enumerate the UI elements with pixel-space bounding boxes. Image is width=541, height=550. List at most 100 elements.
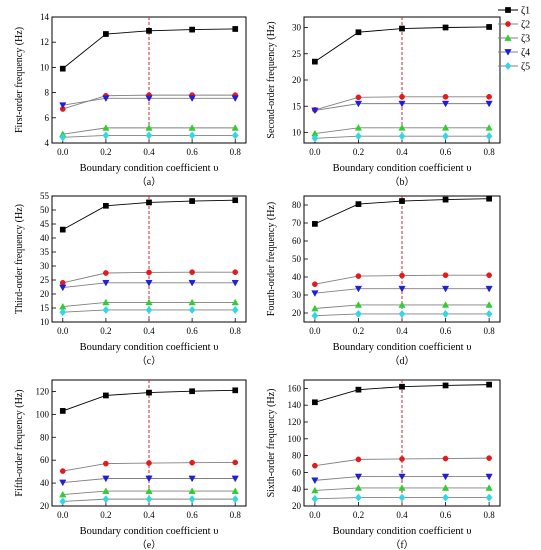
legend-label: ζ1	[521, 6, 530, 17]
x-tick-label: 0.8	[483, 326, 495, 336]
data-point	[486, 455, 492, 461]
data-point	[441, 285, 450, 293]
data-point	[103, 31, 109, 37]
data-point	[311, 107, 319, 115]
data-point	[145, 124, 153, 131]
data-point	[311, 486, 319, 494]
y-axis-label: Fourth-order frequency (Hz)	[266, 202, 277, 316]
data-point	[231, 95, 239, 102]
series-4	[59, 279, 239, 292]
series-5	[311, 493, 493, 503]
legend-marker	[505, 21, 511, 27]
data-point	[485, 285, 493, 293]
data-point	[442, 196, 449, 203]
data-point	[232, 269, 239, 276]
data-point	[146, 199, 152, 206]
data-point	[231, 124, 239, 131]
y-tick-label: 40	[40, 233, 50, 243]
data-point	[231, 298, 239, 306]
data-point	[398, 285, 406, 293]
y-tick-label: 20	[292, 501, 302, 511]
legend-label: ζ4	[521, 48, 530, 59]
legend-marker	[504, 34, 512, 41]
data-point	[189, 459, 195, 466]
series-2	[312, 272, 492, 288]
data-point	[398, 309, 406, 318]
chart-panel-f: 20 40 60 80 100 120 140 160 0.0 0.2 0.4 0.6 0.8 Bound…	[266, 379, 501, 550]
data-point	[355, 94, 362, 101]
y-tick-label: 120	[36, 386, 50, 396]
data-point	[311, 134, 319, 143]
data-point	[188, 475, 196, 483]
y-tick-label: 120	[288, 417, 302, 427]
data-point	[486, 195, 492, 202]
legend-marker	[504, 49, 512, 56]
x-tick-label: 0.4	[143, 147, 155, 157]
series-1	[312, 195, 492, 227]
data-point	[441, 484, 450, 491]
x-axis-label: Boundary condition coefficient υ	[333, 163, 472, 174]
data-point	[102, 124, 110, 131]
data-point	[145, 95, 153, 102]
series-4	[311, 473, 493, 485]
data-point	[311, 290, 319, 297]
x-tick-label: 0.8	[483, 510, 495, 520]
chart-panel-c: 10 15 20 25 30 35 40 45 50 55 0.0 0.2 0.4 0.6 0.8 Bound…	[14, 191, 247, 367]
data-point	[103, 202, 109, 209]
data-point	[354, 124, 363, 131]
y-tick-label: 20	[292, 308, 302, 318]
x-tick-label: 0.4	[143, 510, 155, 520]
data-point	[354, 484, 363, 491]
x-tick-label: 0.6	[440, 326, 452, 336]
data-point	[145, 131, 153, 140]
data-point	[59, 65, 66, 72]
data-point	[441, 100, 450, 108]
y-axis-label: Second-order frequency (Hz)	[266, 21, 277, 138]
data-point	[145, 487, 153, 494]
data-point	[102, 495, 110, 504]
series-2	[59, 459, 239, 474]
x-axis-label: Boundary condition coefficient υ	[333, 342, 472, 353]
y-tick-label: 60	[40, 455, 50, 465]
y-tick-label: 40	[292, 272, 302, 282]
panel-caption: （f）	[390, 539, 413, 550]
data-point	[311, 304, 319, 312]
data-point	[486, 381, 492, 388]
data-point	[355, 132, 362, 141]
series-4	[311, 100, 493, 115]
y-tick-label: 50	[292, 254, 302, 264]
series-2	[59, 269, 239, 286]
chart-panel-b: 10 15 20 25 30 0.0 0.2 0.4 0.6 0.8 Boundary condit…	[266, 16, 501, 188]
x-axis-label: Boundary condition coefficient υ	[80, 526, 219, 537]
y-tick-label: 100	[36, 409, 50, 419]
data-point	[231, 495, 239, 504]
series-4	[311, 285, 493, 297]
y-axis-label: First-order frequency (Hz)	[14, 27, 25, 133]
series-5	[59, 131, 239, 142]
data-point	[59, 479, 67, 487]
x-tick-label: 0.0	[309, 510, 321, 520]
chart-panels: 4 6 8 10 12 14 0.0 0.2 0.4 0.6 0.8 Boundary conditi…	[14, 12, 501, 550]
data-point	[59, 284, 67, 292]
x-tick-label: 0.2	[353, 147, 364, 157]
x-tick-label: 0.6	[440, 510, 452, 520]
data-point	[398, 484, 406, 491]
data-point	[188, 495, 196, 504]
data-point	[59, 490, 67, 498]
series-3	[311, 124, 493, 137]
data-point	[442, 493, 449, 502]
y-tick-label: 10	[40, 62, 50, 72]
data-point	[146, 389, 152, 396]
x-tick-label: 0.8	[230, 326, 242, 336]
data-point	[146, 460, 152, 466]
series-5	[311, 132, 493, 143]
x-tick-label: 0.2	[100, 510, 111, 520]
series-5	[59, 495, 239, 506]
y-tick-label: 40	[40, 478, 50, 488]
x-tick-label: 0.0	[57, 147, 69, 157]
data-point	[188, 487, 196, 494]
series-1	[59, 197, 239, 233]
data-point	[231, 131, 239, 140]
x-tick-label: 0.8	[483, 147, 495, 157]
